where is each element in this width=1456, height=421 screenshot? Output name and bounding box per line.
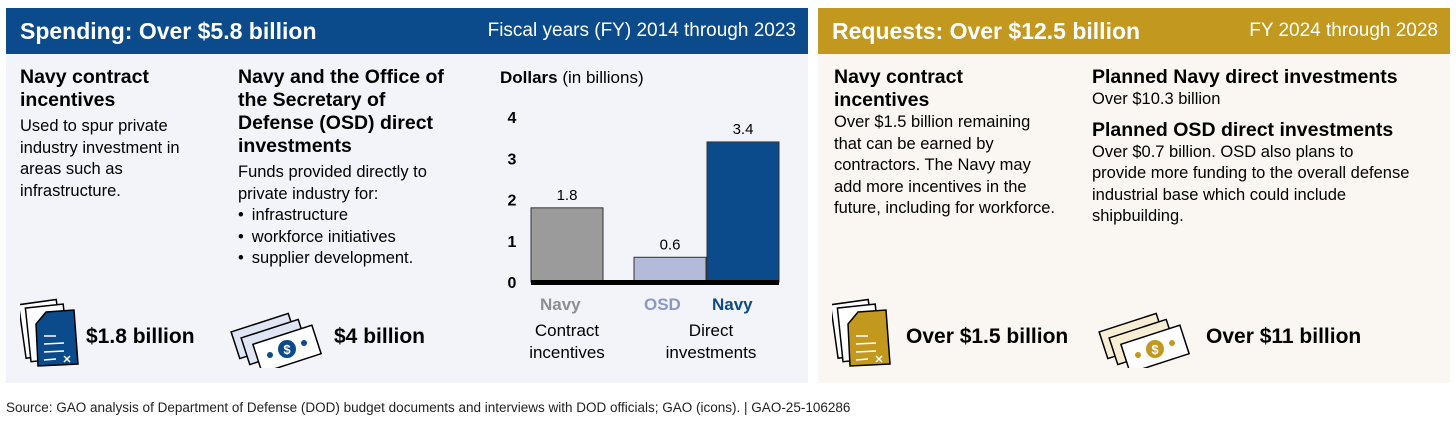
y-tick-label: 2 <box>508 193 517 210</box>
requests-panel: Requests: Over $12.5 billion FY 2024 thr… <box>818 8 1450 383</box>
spending-panel: Spending: Over $5.8 billion Fiscal years… <box>6 8 808 383</box>
spending-title: Spending: Over $5.8 billion <box>20 17 317 44</box>
chart-ylabel: Dollars (in billions) <box>500 68 644 88</box>
series-label-navy-direct: Navy <box>712 295 753 314</box>
requests-header: Requests: Over $12.5 billion FY 2024 thr… <box>818 8 1450 54</box>
money-stack-icon: $ <box>230 312 323 368</box>
bar-value-label: 3.4 <box>733 121 754 138</box>
heading: Navy contract incentives <box>834 66 963 111</box>
bar-value-label: 1.8 <box>557 187 578 204</box>
spending-direct-amount: $4 billion <box>334 325 426 348</box>
description: Over $0.7 billion. OSD also plans to pro… <box>1092 142 1410 226</box>
requests-incentives: Navy contract incentives Over $1.5 billi… <box>834 66 1059 220</box>
bar-chart: 0 1 2 3 4 1.8 0.6 3.4 <box>508 110 780 292</box>
description: Over $1.5 billion remaining that can be … <box>834 113 1056 217</box>
x-axis-baseline <box>531 280 779 285</box>
y-tick-label: 1 <box>508 234 517 251</box>
bar-value-label: 0.6 <box>660 236 681 253</box>
bar-osd <box>633 256 707 283</box>
series-label-navy-incentives: Navy <box>540 295 581 314</box>
source-note: Source: GAO analysis of Department of De… <box>6 400 851 415</box>
description: Over $10.3 billion <box>1092 90 1221 108</box>
ylabel-rest: (in billions) <box>557 68 644 87</box>
series-label-osd: OSD <box>644 295 681 314</box>
requests-direct-amount: Over $11 billion <box>1206 325 1362 348</box>
bar-navy <box>530 207 604 283</box>
svg-text:$: $ <box>1151 342 1159 357</box>
y-tick-label: 4 <box>508 110 517 127</box>
requests-title: Requests: Over $12.5 billion <box>832 17 1141 44</box>
category-direct-investments: Direct investments <box>665 321 757 362</box>
description: Used to spur private industry investment… <box>20 117 180 200</box>
money-stack-icon: $ <box>1098 312 1191 368</box>
heading: Navy contract incentives <box>20 66 149 111</box>
requests-incentives-amount: Over $1.5 billion <box>906 325 1069 348</box>
requests-direct: Planned Navy direct investments Over $10… <box>1092 66 1437 228</box>
requests-subtitle: FY 2024 through 2028 <box>1249 20 1438 41</box>
svg-text:$: $ <box>283 342 291 357</box>
heading: Planned Navy direct investments <box>1092 66 1398 88</box>
bar-navy <box>706 141 780 283</box>
y-tick-label: 3 <box>508 151 517 168</box>
y-tick-label: 0 <box>508 275 517 292</box>
bullet: infrastructure <box>238 205 453 227</box>
heading: Navy and the Office of the Secretary of … <box>238 66 444 157</box>
spending-direct: Navy and the Office of the Secretary of … <box>238 66 453 270</box>
spending-incentives: Navy contract incentives Used to spur pr… <box>20 66 210 202</box>
category-contract-incentives: Contract incentives <box>529 321 605 362</box>
bullet-list: infrastructure workforce initiatives sup… <box>238 205 453 270</box>
heading: Planned OSD direct investments <box>1092 118 1394 141</box>
contract-document-icon <box>832 298 891 367</box>
contract-document-icon <box>20 298 79 367</box>
bullet: supplier development. <box>238 248 453 270</box>
description: Funds provided directly to private indus… <box>238 163 427 203</box>
spending-subtitle: Fiscal years (FY) 2014 through 2023 <box>487 20 796 41</box>
bullet: workforce initiatives <box>238 227 453 249</box>
spending-incentives-amount: $1.8 billion <box>86 325 195 348</box>
ylabel-bold: Dollars <box>500 68 558 87</box>
spending-header: Spending: Over $5.8 billion Fiscal years… <box>6 8 808 54</box>
